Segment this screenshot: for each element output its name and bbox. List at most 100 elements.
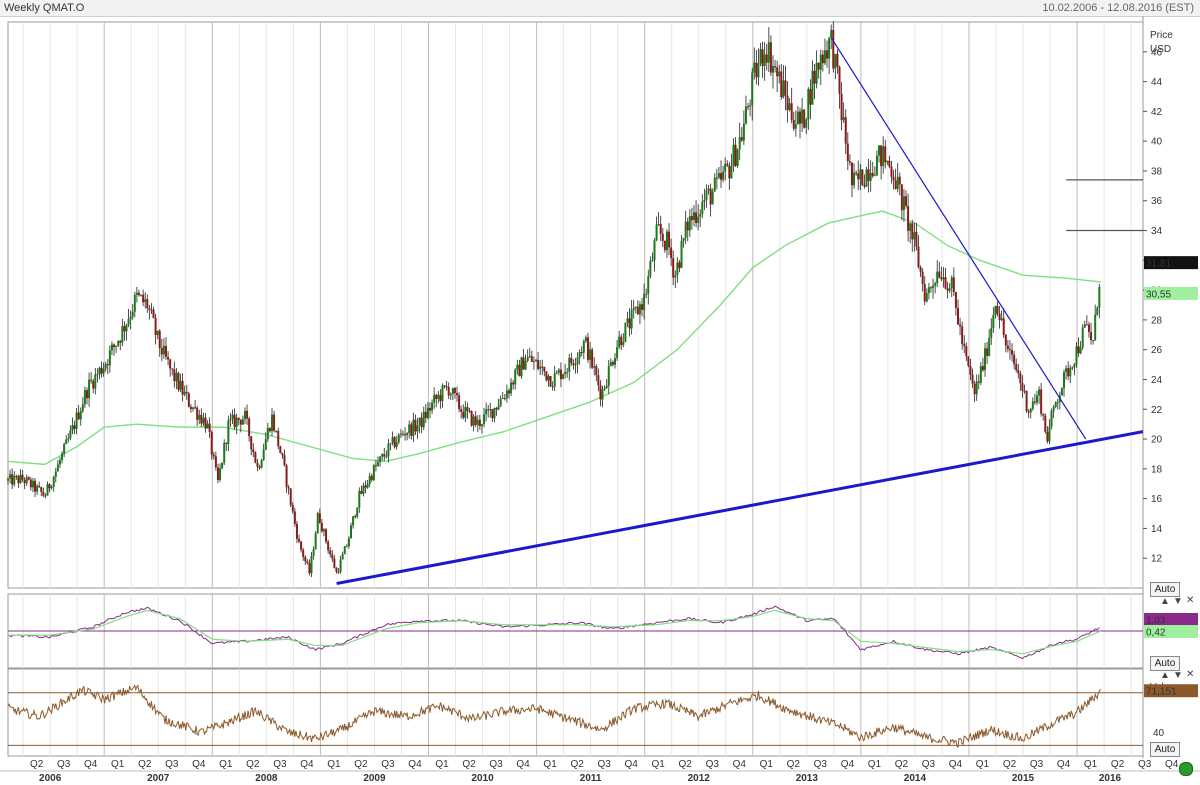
price-bar-body [518,364,521,377]
price-bar-body [1019,373,1022,384]
price-bar-body [11,474,14,485]
price-bar-body [248,418,251,437]
price-bar-body [106,364,109,366]
price-bar-body [551,386,554,388]
price-bar-body [300,541,303,550]
price-bar-body [27,477,30,480]
indicator-1-line-1 [7,605,1100,660]
price-bar-body [636,306,639,315]
price-bar-body [327,541,330,551]
price-bar-body [580,352,583,354]
price-bar-body [888,160,891,167]
quarter-label: Q3 [597,759,611,770]
indicator-1-panel [7,605,1143,660]
year-label: 2016 [1099,773,1122,784]
price-bar-body [512,382,515,385]
price-tick-label: 34 [1151,226,1163,237]
price-bar-body [902,196,905,211]
price-bar-body [204,417,207,429]
price-bar-body [815,62,818,84]
price-bar-body [611,362,614,365]
price-bar-body [796,111,799,125]
price-bar-body [749,105,752,107]
price-bar-body [595,366,598,376]
price-bar-body [514,369,517,385]
price-bar-body [761,49,764,66]
price-bar-body [341,554,344,560]
price-bar-body [325,529,328,542]
price-bar-body [347,538,350,547]
price-bar-body [555,372,558,374]
auto-scale-button-indicator-1[interactable]: Auto [1150,656,1180,671]
price-bar-body [1002,318,1005,335]
price-bar-body [932,285,935,288]
price-bar-body [738,137,741,150]
year-label: 2007 [147,773,170,784]
price-bar-body [146,299,149,309]
price-bar-body [865,169,868,187]
price-bar-body [495,407,498,410]
close-icon[interactable]: ✕ [1186,669,1195,680]
price-axis-label: Price [1150,30,1173,41]
price-tick-label: 18 [1151,464,1163,475]
price-bar-body [823,50,826,64]
price-bar-body [464,407,467,418]
price-bar-body [285,465,288,488]
price-bar-body [539,366,542,369]
price-bar-body [967,356,970,366]
price-bar-body [343,546,346,555]
last-price-tag-bg [1144,256,1198,270]
price-bar-body [148,308,151,310]
price-bar-body [250,436,253,450]
quarter-label: Q3 [489,759,503,770]
price-bar-body [329,550,332,555]
price-bar-body [603,387,606,390]
price-bar-body [547,375,550,381]
close-icon[interactable]: ✕ [1186,595,1195,606]
moving-average-tag-bg [1144,286,1198,300]
collapse-arrow-icon[interactable]: ▲ [1160,596,1170,607]
price-bar-body [420,417,423,428]
price-bar-body [715,177,718,179]
price-bar-body [780,71,783,98]
price-bar-body [645,293,648,295]
price-bar-body [395,442,398,448]
collapse-arrow-icon[interactable]: ▼ [1173,596,1183,607]
price-bar-body [1046,431,1049,442]
price-bar-body [121,326,124,343]
collapse-arrow-icon[interactable]: ▼ [1173,670,1183,681]
price-bar-body [478,419,481,427]
price-bar-body [605,385,608,388]
panel-frame-2 [7,668,1144,757]
price-bar-body [740,137,743,141]
price-bar-body [1029,408,1032,413]
price-bar-body [435,394,438,399]
auto-scale-button-indicator-2[interactable]: Auto [1150,742,1180,757]
quarter-label: Q3 [165,759,179,770]
price-bar-body [356,507,359,517]
auto-scale-button-price[interactable]: Auto [1150,582,1180,597]
price-bar-body [624,322,627,342]
price-bar-body [986,348,989,356]
price-bar-body [697,216,700,223]
price-bar-body [784,80,787,96]
price-bar-body [572,363,575,366]
trendline [831,38,1087,440]
price-bar-body [100,367,103,374]
price-bar-body [1081,327,1084,348]
collapse-arrow-icon[interactable]: ▲ [1160,670,1170,681]
price-bar-body [306,561,309,563]
price-bar-body [742,123,745,141]
price-bar-body [1067,368,1070,377]
price-bar-body [1023,390,1026,392]
price-bar-body [65,439,68,445]
price-bar-body [229,418,232,421]
price-bar-body [969,365,972,375]
quarter-label: Q4 [1165,759,1179,770]
price-bar-body [875,155,878,176]
price-bar-body [628,318,631,329]
quarter-label: Q1 [868,759,882,770]
price-bar-body [140,294,143,296]
price-bar-body [771,66,774,73]
